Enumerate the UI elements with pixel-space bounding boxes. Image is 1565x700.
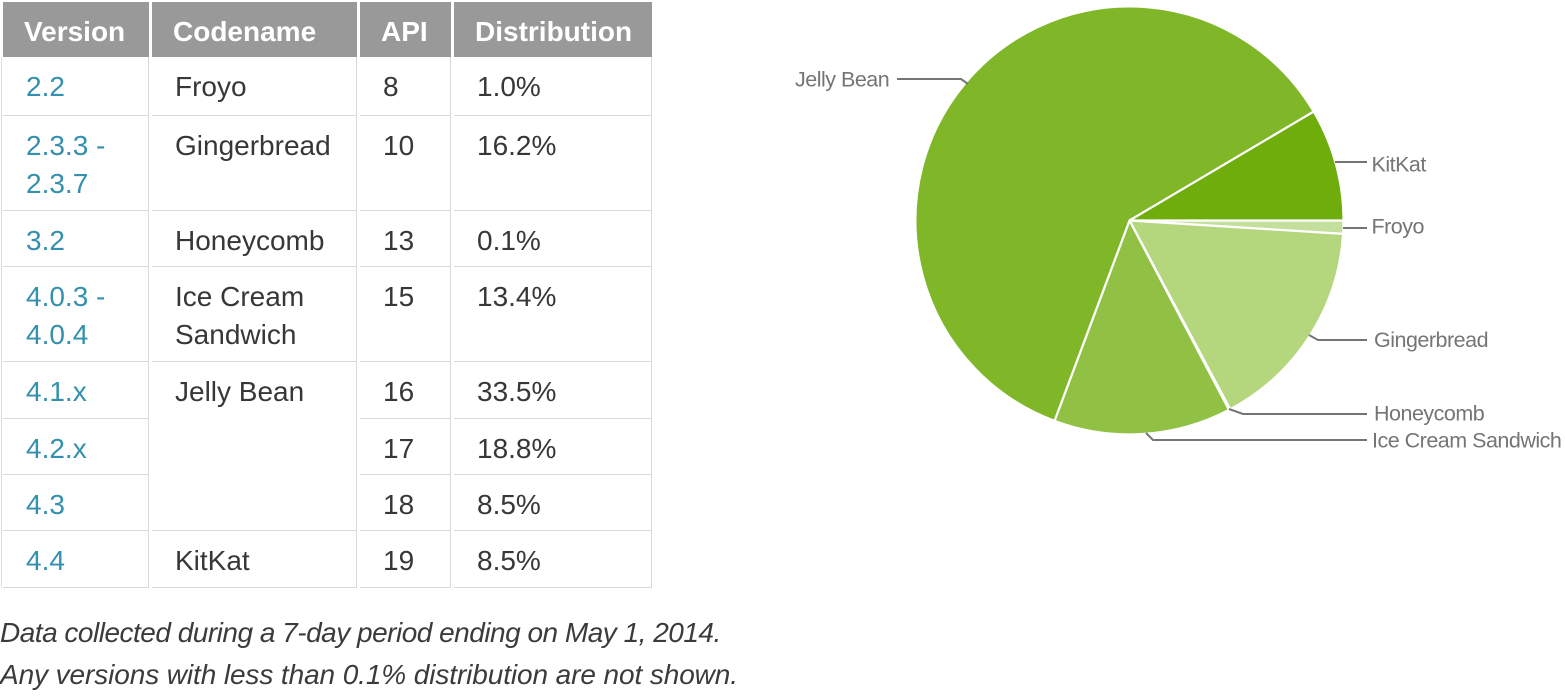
svg-text:Ice Cream Sandwich: Ice Cream Sandwich <box>1372 429 1561 453</box>
svg-text:KitKat: KitKat <box>1372 153 1427 177</box>
svg-text:Froyo: Froyo <box>1372 215 1425 239</box>
svg-text:Jelly Bean: Jelly Bean <box>795 68 889 92</box>
svg-text:Honeycomb: Honeycomb <box>1374 402 1485 426</box>
svg-text:Gingerbread: Gingerbread <box>1374 328 1488 352</box>
